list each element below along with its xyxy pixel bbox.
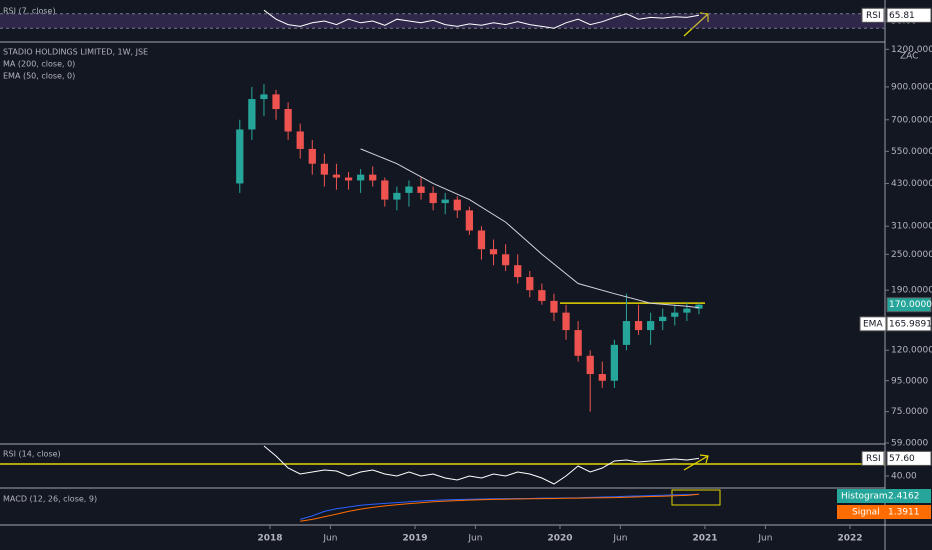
panel-title: RSI (14, close)	[3, 450, 61, 459]
candle-body	[538, 290, 546, 301]
x-tick-label: 2020	[547, 534, 572, 544]
candle-body	[550, 300, 558, 313]
value-badge-name	[859, 316, 887, 332]
highlight-box	[671, 489, 721, 506]
candle-body	[393, 192, 401, 200]
unit-label: ZAC	[900, 52, 918, 62]
candle-body	[489, 249, 498, 255]
value-badge	[886, 7, 932, 23]
x-tick-label: 2018	[257, 534, 282, 544]
rsi-band	[0, 13, 885, 29]
series-line	[300, 493, 700, 520]
series-line	[300, 493, 700, 522]
candle-body	[260, 94, 268, 100]
legend-entry: EMA (50, close, 0)	[3, 72, 75, 81]
y-tick-label: 430.0000	[891, 179, 932, 189]
x-tick-label: Jun	[467, 534, 482, 544]
value-badge-name	[861, 450, 885, 466]
y-tick-label: 250.0000	[891, 250, 932, 260]
series-line	[263, 445, 700, 485]
candle-body	[308, 148, 316, 164]
panel-title: STADIO HOLDINGS LIMITED, 1W, JSE	[3, 48, 148, 57]
y-tick-label: 40.00	[891, 472, 917, 482]
candle-body	[296, 131, 304, 149]
candle-body	[369, 174, 377, 181]
x-tick-label: Jun	[757, 534, 772, 544]
series-line	[263, 9, 700, 29]
x-tick-label: 2022	[837, 534, 862, 544]
y-tick-label: 310.0000	[891, 222, 932, 232]
y-tick-label: 900.0000	[891, 82, 932, 92]
candle-body	[405, 186, 413, 193]
arrow-annotation	[683, 12, 709, 471]
y-tick-label: 700.0000	[891, 115, 932, 125]
candle-body	[453, 199, 461, 211]
value-badge-name: RSI	[866, 454, 881, 464]
x-tick-label: Jun	[612, 534, 627, 544]
candle-body	[429, 192, 437, 204]
value-badge-label: 1.3911	[888, 508, 920, 518]
value-badge-label: 65.81	[889, 11, 915, 21]
value-badge-label: 2.4162	[888, 492, 920, 502]
y-tick-label: 75.0000	[891, 407, 928, 417]
series-line	[360, 148, 700, 309]
x-tick-label: 2019	[402, 534, 427, 544]
value-badge-name: RSI	[866, 11, 881, 21]
value-badge-name: EMA	[863, 319, 883, 329]
y-tick-label: 120.0000	[891, 346, 932, 356]
value-badge	[837, 489, 931, 503]
candle-body	[659, 316, 667, 322]
value-badge-label: 57.60	[889, 454, 915, 464]
value-badge-name	[861, 7, 885, 23]
y-tick-label: 190.0000	[891, 286, 932, 296]
candle-body	[284, 109, 292, 132]
candle-body	[332, 174, 341, 178]
candle-body	[622, 321, 631, 345]
x-tick-label: Jun	[322, 534, 337, 544]
candle-body	[514, 265, 522, 278]
candle-body	[598, 374, 606, 381]
candle-body	[526, 277, 534, 291]
candle-body	[357, 174, 365, 181]
candle-body	[647, 321, 655, 331]
legend-entry: MA (200, close, 0)	[3, 60, 75, 69]
value-badge-label: 165.9891	[889, 319, 932, 329]
candle-body	[441, 199, 449, 204]
value-badge	[886, 450, 932, 466]
candle-body	[465, 210, 473, 231]
candle-body	[381, 180, 389, 200]
panel-title: RSI (7, close)	[3, 7, 56, 16]
candle-body	[610, 344, 618, 381]
candle-body	[248, 99, 256, 130]
candle-body	[417, 186, 425, 193]
candle-body	[671, 312, 679, 317]
candle-body	[683, 308, 691, 313]
candle-body	[695, 304, 703, 309]
value-badge-label: 170.0000	[889, 300, 932, 310]
candle-body	[272, 94, 280, 110]
value-badge-name: Histogram	[841, 492, 888, 502]
panel-title: MACD (12, 26, close, 9)	[3, 495, 97, 504]
value-badge	[886, 316, 932, 332]
candle-body	[344, 177, 353, 181]
candle-body	[634, 321, 643, 331]
candle-body	[562, 312, 570, 331]
candle-body	[236, 129, 244, 184]
candle-body	[477, 230, 486, 250]
value-badge	[837, 505, 931, 519]
candle-body	[586, 355, 594, 375]
candle-body	[574, 330, 582, 356]
y-tick-label: 550.0000	[891, 147, 932, 157]
y-tick-label: 95.0000	[891, 376, 928, 386]
y-tick-label: 1200.0000	[891, 45, 932, 55]
y-tick-label: 59.0000	[891, 439, 928, 449]
candle-body	[320, 163, 328, 175]
value-badge	[886, 297, 932, 313]
candle-body	[502, 254, 510, 266]
x-tick-label: 2021	[692, 534, 717, 544]
value-badge-name: Signal	[852, 508, 880, 518]
